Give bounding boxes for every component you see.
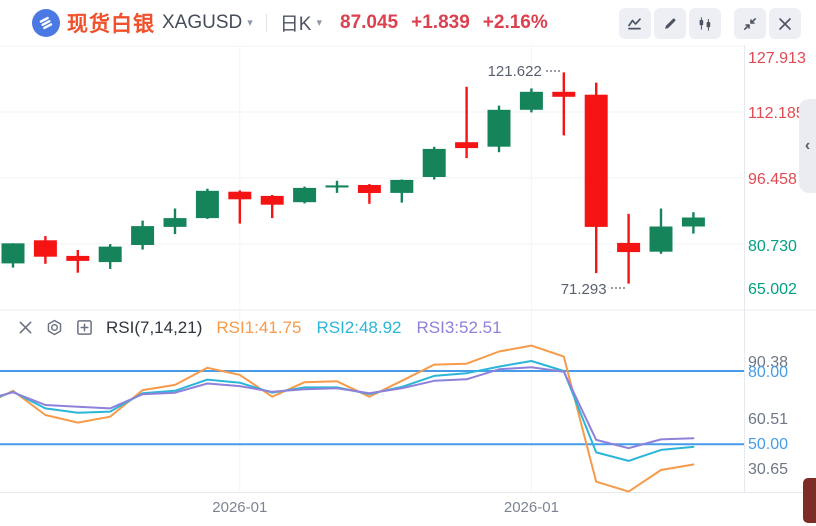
settings-hexagon-icon	[47, 319, 62, 336]
symbol-code-selector[interactable]: XAGUSD	[162, 11, 243, 33]
collapse-button[interactable]	[734, 8, 766, 39]
chart-header: 现货白银 XAGUSD ▾ 日K ▾ 87.045 +1.839 +2.16%	[0, 0, 816, 45]
chevron-down-icon[interactable]: ▾	[247, 17, 253, 29]
chevron-left-icon: ‹	[804, 137, 811, 154]
rsi-axis-label: 90.38	[748, 354, 789, 371]
line-chart-icon	[628, 17, 641, 29]
draw-button[interactable]	[654, 8, 686, 39]
rsi3-value: RSI3:52.51	[416, 317, 502, 337]
corner-widget-partial[interactable]	[803, 478, 816, 523]
rsi-close-button[interactable]	[18, 320, 33, 335]
rsi-add-button[interactable]	[76, 319, 93, 336]
rsi2-value: RSI2:48.92	[316, 317, 402, 337]
broker-logo-icon	[32, 8, 60, 37]
period-selector[interactable]: 日K	[279, 14, 312, 35]
chart-type-button[interactable]	[619, 8, 651, 39]
last-price: 87.045	[340, 11, 399, 33]
close-icon	[779, 17, 791, 30]
annotation-dots	[610, 287, 625, 289]
panel-collapse-handle[interactable]: ‹	[799, 99, 816, 193]
header-divider	[265, 13, 267, 32]
candles-icon	[699, 16, 711, 31]
close-button[interactable]	[769, 8, 801, 39]
rsi-axis-label: 50.00	[748, 436, 789, 453]
price-axis-label: 96.458	[748, 171, 797, 188]
rsi-settings-button[interactable]	[46, 319, 63, 336]
chevron-down-icon[interactable]: ▾	[316, 17, 322, 29]
rsi-title: RSI(7,14,21)	[106, 317, 203, 337]
plus-square-icon	[77, 320, 92, 335]
rsi1-value: RSI1:41.75	[216, 317, 302, 337]
x-axis-label: 2026-01	[212, 499, 268, 516]
close-icon	[19, 321, 32, 334]
rsi-axis-label: 80.00	[748, 364, 789, 381]
low-price-annotation: 71.293	[560, 281, 607, 298]
chart-toolbar	[616, 8, 801, 39]
symbol-name: 现货白银	[67, 12, 155, 36]
price-axis-label: 127.913	[748, 50, 806, 67]
price-change-pct: +2.16%	[482, 11, 548, 33]
rsi-axis-label: 60.51	[748, 411, 789, 428]
pencil-icon	[665, 18, 676, 29]
price-axis-label: 112.185	[748, 105, 805, 122]
rsi-indicator-header: RSI(7,14,21) RSI1:41.75 RSI2:48.92 RSI3:…	[0, 310, 744, 345]
price-axis-label: 65.002	[748, 281, 797, 298]
indicator-button[interactable]	[689, 8, 721, 39]
x-axis-label: 2026-01	[503, 499, 559, 516]
price-axis-label: 80.730	[748, 238, 797, 255]
rsi-axis-label: 30.65	[748, 461, 789, 478]
collapse-arrows-icon	[744, 17, 756, 30]
price-change: +1.839	[411, 11, 470, 33]
annotation-dots	[545, 70, 560, 72]
high-price-annotation: 121.622	[487, 63, 542, 80]
